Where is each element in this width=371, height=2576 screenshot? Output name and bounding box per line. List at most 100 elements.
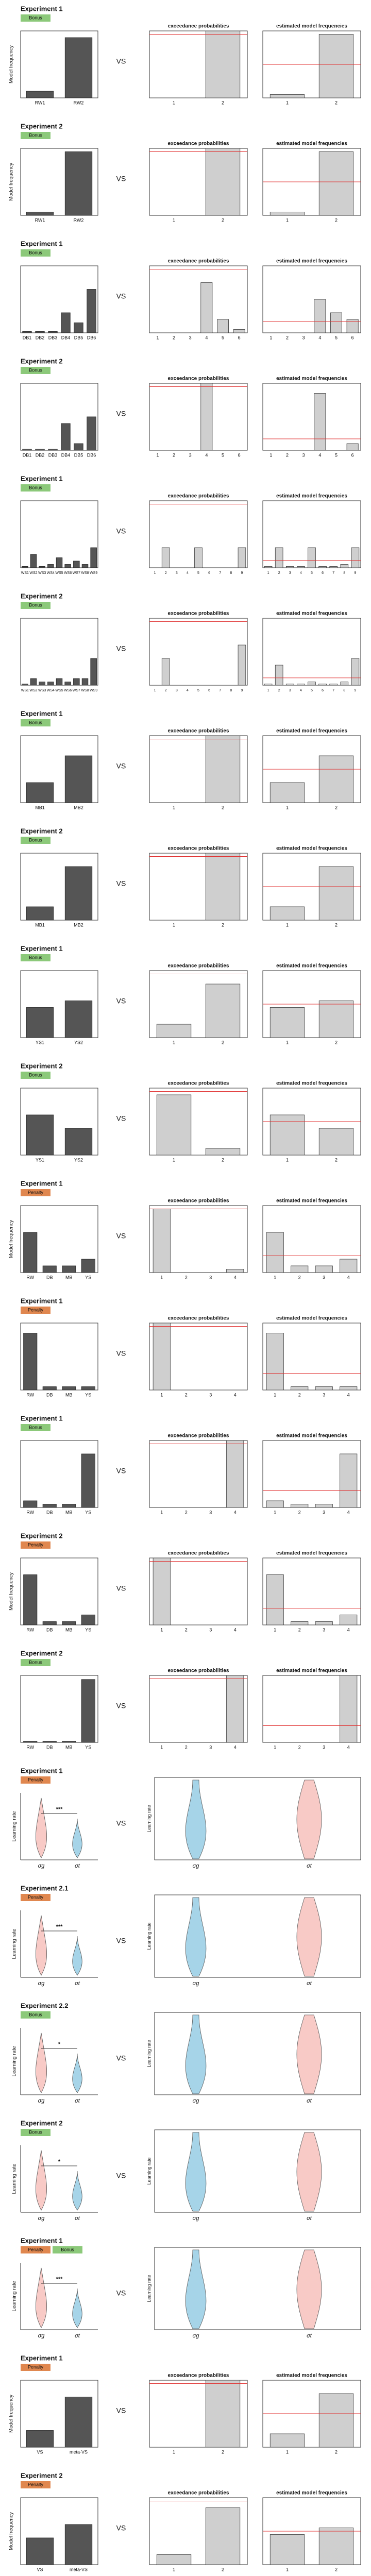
x-tick-label: DB6 [87, 335, 96, 340]
bar [297, 684, 305, 686]
panel-title: exceedance probabilities [168, 1081, 229, 1087]
axes-frame [20, 148, 98, 216]
axes-frame [154, 2129, 361, 2213]
x-tick-label: YS [85, 1275, 91, 1280]
x-tick-label: YS2 [74, 1157, 83, 1162]
bar [64, 564, 71, 568]
x-tick-label: 2 [335, 1040, 338, 1045]
x-tick-label: 4 [187, 689, 189, 692]
x-tick-label: 1 [286, 2449, 289, 2454]
x-tick-label: 3 [209, 1627, 212, 1632]
violin [296, 2014, 322, 2094]
x-tick-label: 1 [274, 1275, 276, 1280]
x-tick-label: σg [38, 2215, 45, 2222]
x-tick-label: 1 [274, 1627, 276, 1632]
bar [340, 564, 349, 568]
bar [90, 658, 97, 686]
y-axis-label: Learning rate [146, 2275, 151, 2302]
bar [314, 299, 326, 333]
x-tick-label: MB [65, 1744, 73, 1750]
bar [226, 1675, 244, 1743]
x-tick-label: 2 [222, 805, 224, 810]
tag [21, 484, 50, 492]
panel-title: exceedance probabilities [168, 376, 229, 382]
x-tick-label: 8 [343, 571, 345, 575]
row-title: Experiment 1 [21, 709, 63, 717]
bar [81, 1386, 95, 1391]
vs-label: VS [116, 1114, 126, 1123]
bar [64, 866, 93, 921]
bar [26, 906, 54, 921]
tag [53, 2246, 82, 2253]
tag-label: Bonus [29, 250, 42, 255]
x-tick-label: DB [46, 1275, 53, 1280]
y-axis-label: Learning rate [12, 1811, 18, 1841]
axes-frame [20, 1440, 98, 1508]
x-tick-label: 9 [241, 689, 243, 692]
bar [238, 547, 246, 568]
bar [74, 323, 83, 333]
x-tick-label: 1 [267, 689, 269, 692]
bar [81, 1453, 95, 1508]
axes-frame [262, 1323, 361, 1391]
x-tick-label: σt [307, 2215, 312, 2222]
x-tick-label: 1 [160, 1627, 163, 1632]
x-tick-label: VS [37, 2567, 43, 2572]
panel-title: exceedance probabilities [168, 728, 229, 734]
vs-label: VS [116, 1584, 126, 1592]
x-tick-label: YS [85, 1510, 91, 1515]
x-tick-label: 2 [278, 571, 280, 575]
bar [314, 393, 326, 451]
x-tick-label: 1 [286, 1157, 289, 1162]
significance: * [58, 2041, 61, 2047]
x-tick-label: 9 [354, 689, 356, 692]
panel-title: exceedance probabilities [168, 141, 229, 147]
violin [35, 2150, 47, 2211]
bar [48, 331, 58, 333]
x-tick-label: WS2 [29, 689, 37, 692]
x-tick-label: 3 [209, 1275, 212, 1280]
y-axis-label: Model frequency [9, 45, 14, 83]
bar [238, 645, 246, 686]
bar [340, 682, 349, 686]
panel-title: exceedance probabilities [168, 494, 229, 499]
axes-frame [149, 618, 248, 686]
bar [26, 782, 54, 803]
panel-title: exceedance probabilities [168, 1316, 229, 1321]
y-axis-label: Model frequency [9, 163, 14, 201]
significance: *** [56, 1924, 63, 1930]
tag-label: Bonus [29, 602, 42, 607]
bar [26, 212, 54, 216]
y-axis-label: Learning rate [12, 1928, 18, 1959]
violin [72, 2288, 82, 2328]
x-tick-label: WS9 [90, 571, 97, 575]
x-tick-label: 3 [189, 335, 192, 340]
panel-title: exceedance probabilities [168, 963, 229, 969]
vs-label: VS [116, 2054, 126, 2062]
x-tick-label: σg [193, 2333, 200, 2339]
bar [318, 566, 327, 568]
axes-frame [149, 383, 248, 451]
x-tick-label: 2 [222, 922, 224, 927]
row-title: Experiment 2 [21, 827, 63, 835]
x-tick-label: 2 [298, 1510, 301, 1515]
bar [264, 566, 273, 568]
vs-label: VS [116, 879, 126, 888]
x-tick-label: 2 [222, 1040, 224, 1045]
bar [318, 755, 354, 803]
bar [318, 1128, 354, 1156]
bar [275, 665, 283, 686]
x-tick-label: 2 [298, 1627, 301, 1632]
significance: * [58, 2159, 61, 2165]
bar [346, 319, 359, 333]
x-tick-label: 2 [185, 1627, 188, 1632]
x-tick-label: 2 [165, 571, 167, 575]
x-tick-label: 3 [176, 571, 178, 575]
axes-frame [20, 2380, 98, 2448]
x-tick-label: 4 [187, 571, 189, 575]
x-tick-label: DB6 [87, 452, 96, 457]
violin [185, 2249, 207, 2329]
panel-title: estimated model frequencies [276, 2490, 347, 2496]
x-tick-label: 4 [347, 1275, 350, 1280]
